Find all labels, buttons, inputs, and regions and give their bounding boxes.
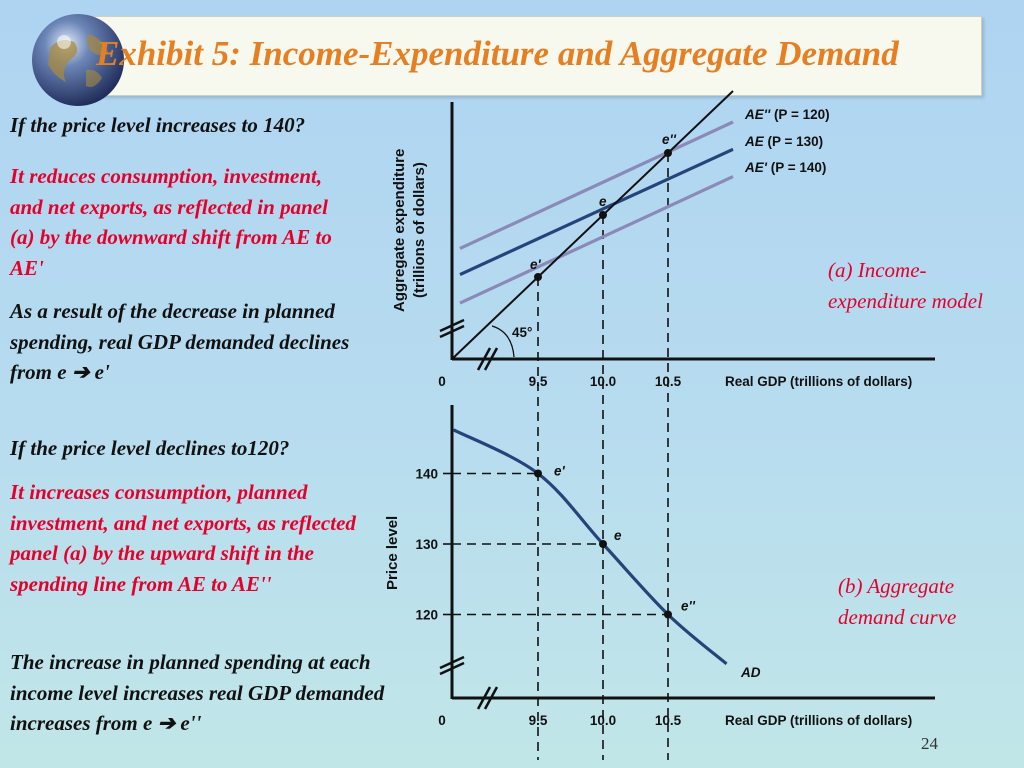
series-ad-curve — [452, 428, 728, 666]
answer-increase: It reduces consumption, investment, and … — [10, 164, 332, 280]
point-label-e: e — [599, 194, 607, 209]
panel-b-y-tick-120: 120 — [415, 608, 438, 623]
angle-arc — [491, 325, 515, 358]
ad-curve-label: AD — [740, 665, 761, 680]
panel-a-x-label: Real GDP (trillions of dollars) — [725, 374, 912, 389]
panel-b-x-tick-9-5: 9.5 — [529, 713, 548, 728]
series-label-ae-p-130: AE (P = 130) — [744, 134, 823, 149]
series-ae-p-130 — [459, 147, 734, 276]
panel-a-x-tick-9-5: 9.5 — [529, 374, 548, 389]
series-45-degree-line — [452, 90, 734, 359]
svg-text:Aggregate expenditure: Aggregate expenditure — [391, 149, 408, 312]
point-b-label-e: e'' — [681, 599, 696, 614]
panel-b-x-tick-10-5: 10.5 — [655, 713, 682, 728]
panel-b-x-tick-0: 0 — [438, 713, 446, 728]
panel-a-x-tick-10-0: 10.0 — [590, 374, 616, 389]
point-b-e — [664, 610, 672, 619]
panel-a-y-label: Aggregate expenditure (trillions of doll… — [391, 149, 428, 312]
result-increase: The increase in planned spending at each… — [10, 650, 385, 735]
panel-a-label: (a) Income-expenditure model — [828, 258, 983, 313]
title-bar — [82, 16, 982, 96]
slide-title: Exhibit 5: Income-Expenditure and Aggreg… — [96, 34, 899, 73]
panel-a-x-axis-break — [476, 347, 499, 371]
point-b-label-e: e' — [554, 464, 566, 479]
question-decline: If the price level declines to120? — [10, 436, 290, 460]
question-increase: If the price level increases to 140? — [10, 113, 306, 137]
point-e — [599, 211, 607, 219]
series-label-ae-p-120: AE'' (P = 120) — [744, 107, 830, 122]
panel-b-x-label: Real GDP (trillions of dollars) — [725, 713, 912, 728]
answer-decline: It increases consumption, planned invest… — [10, 480, 356, 596]
series-ae-p-120 — [459, 120, 734, 250]
svg-text:(trillions of dollars): (trillions of dollars) — [411, 162, 428, 298]
point-label-e: e'' — [662, 132, 677, 147]
result-decrease: As a result of the decrease in planned s… — [10, 299, 350, 384]
series-ae-p-140 — [459, 175, 734, 305]
panel-a-x-tick-10-5: 10.5 — [655, 374, 682, 389]
panel-b-y-label: Price level — [384, 516, 401, 590]
panel-b-y-tick-130: 130 — [415, 537, 438, 552]
panel-a-y-axis-break — [439, 318, 465, 339]
point-b-label-e: e — [614, 528, 622, 543]
point-e — [664, 149, 672, 157]
point-label-e: e' — [530, 257, 542, 272]
point-b-e — [599, 540, 607, 548]
page-number: 24 — [921, 734, 938, 753]
panel-b-y-axis-break — [439, 655, 465, 676]
point-e — [534, 273, 542, 281]
panel-b-y-tick-140: 140 — [415, 467, 438, 482]
panel-b-x-axis-break — [476, 686, 499, 710]
globe-icon — [32, 14, 124, 106]
point-b-e — [534, 469, 542, 478]
panel-b-x-tick-10-0: 10.0 — [590, 713, 616, 728]
series-label-ae-p-140: AE' (P = 140) — [744, 160, 826, 175]
angle-label: 45° — [512, 325, 532, 340]
panel-b-label: (b) Aggregate demand curve — [838, 574, 957, 629]
panel-a-x-tick-0: 0 — [438, 374, 446, 389]
